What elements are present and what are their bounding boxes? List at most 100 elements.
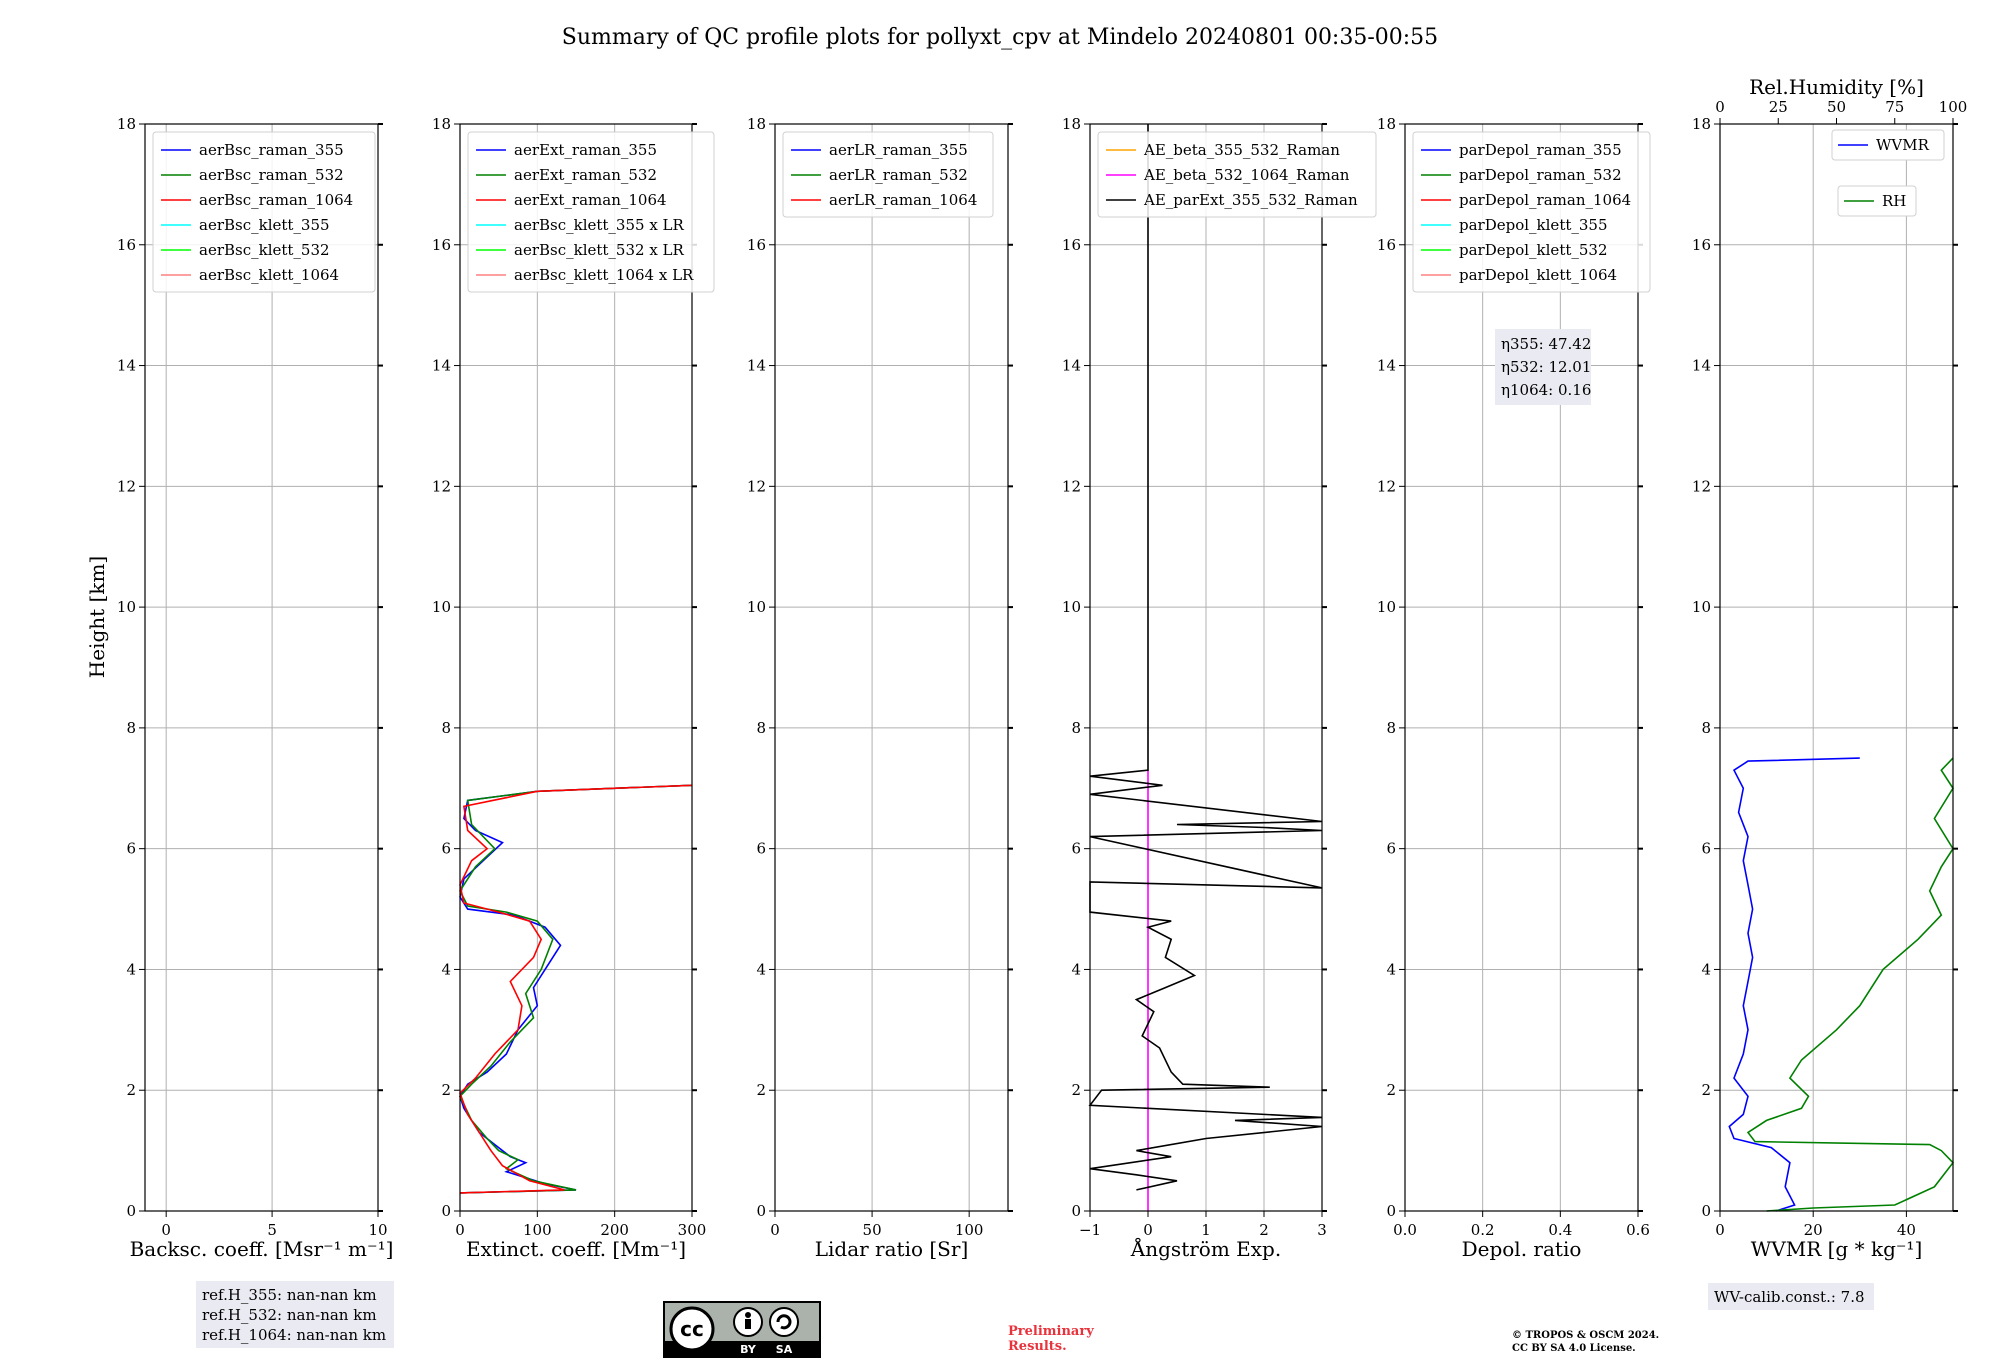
x-axis-label: Extinct. coeff. [Mm⁻¹] <box>466 1237 686 1261</box>
preliminary-label: Preliminary <box>1008 1324 1094 1339</box>
legend-label: aerLR_raman_532 <box>829 166 968 184</box>
y-tick-label: 18 <box>1692 115 1711 133</box>
legend-label: aerBsc_klett_1064 <box>199 266 339 284</box>
y-tick-label: 0 <box>1701 1202 1711 1220</box>
series-line-aerExt_raman_355 <box>459 784 693 1194</box>
legend: aerBsc_raman_355 aerBsc_raman_532 aerBsc_r… <box>152 131 376 293</box>
x-axis-label: Ångström Exp. <box>1130 1236 1281 1261</box>
legend-label: aerBsc_klett_532 <box>199 241 330 259</box>
legend-label: aerExt_raman_532 <box>514 166 657 184</box>
legend-label: parDepol_klett_355 <box>1459 216 1608 234</box>
y-tick-label: 10 <box>432 598 451 616</box>
top-tick-label: 100 <box>1939 98 1968 116</box>
y-tick-label: 0 <box>1071 1202 1081 1220</box>
y-tick-label: 4 <box>1701 960 1711 978</box>
figure-title: Summary of QC profile plots for pollyxt_… <box>562 25 1438 50</box>
legend-label: aerBsc_klett_532 x LR <box>514 241 685 259</box>
x-tick-label: 20 <box>1804 1221 1823 1239</box>
eta-annotation: η355: 47.42 η532: 12.01 η1064: 0.16 <box>1495 329 1591 405</box>
legend-label: parDepol_klett_1064 <box>1459 266 1617 284</box>
grid <box>1719 123 1953 1212</box>
y-tick-label: 0 <box>756 1202 766 1220</box>
series-line-RH <box>1746 757 1955 1212</box>
legend-label: aerExt_raman_355 <box>514 141 657 159</box>
legend-label: aerBsc_raman_532 <box>199 166 344 184</box>
y-tick-label: 4 <box>1071 960 1081 978</box>
sa-label: SA <box>776 1343 793 1356</box>
y-tick-label: 16 <box>747 236 766 254</box>
y-tick-label: 16 <box>432 236 451 254</box>
copyright-line: © TROPOS & OSCM 2024. <box>1512 1330 1659 1341</box>
y-tick-label: 12 <box>747 477 766 495</box>
y-tick-label: 2 <box>1386 1081 1396 1099</box>
y-tick-label: 10 <box>117 598 136 616</box>
x-tick-label: −1 <box>1079 1221 1101 1239</box>
y-tick-label: 16 <box>117 236 136 254</box>
axes-frame <box>1404 123 1639 1212</box>
y-tick-label: 2 <box>126 1081 136 1099</box>
y-tick-label: 14 <box>117 357 136 375</box>
y-tick-label: 12 <box>1062 477 1081 495</box>
y-tick-label: 8 <box>1701 719 1711 737</box>
legend: AE_beta_355_532_Raman AE_beta_532_1064_Ra… <box>1097 131 1377 218</box>
y-tick-label: 12 <box>117 477 136 495</box>
series-line-aerExt_raman_1064 <box>459 784 693 1194</box>
legend-label: WVMR <box>1876 136 1930 154</box>
legend-label: parDepol_raman_532 <box>1459 166 1622 184</box>
y-tick-label: 12 <box>1377 477 1396 495</box>
y-tick-label: 10 <box>1377 598 1396 616</box>
x-tick-label: 0 <box>161 1221 171 1239</box>
y-tick-label: 14 <box>747 357 766 375</box>
y-tick-label: 18 <box>1377 115 1396 133</box>
legend-label: parDepol_raman_1064 <box>1459 191 1631 209</box>
refh-532: ref.H_532: nan-nan km <box>202 1306 377 1324</box>
x-tick-label: 0.4 <box>1548 1221 1572 1239</box>
legend-label: aerBsc_klett_355 x LR <box>514 216 685 234</box>
y-tick-label: 0 <box>1386 1202 1396 1220</box>
y-tick-label: 8 <box>1386 719 1396 737</box>
y-tick-label: 6 <box>1701 840 1711 858</box>
axes-frame <box>774 123 1009 1212</box>
eta-line: η1064: 0.16 <box>1501 381 1591 399</box>
y-tick-label: 14 <box>1377 357 1396 375</box>
cc-icon-label: cc <box>680 1317 704 1341</box>
legend-label: AE_beta_355_532_Raman <box>1143 141 1340 159</box>
legend-label: aerBsc_raman_1064 <box>199 191 353 209</box>
top-tick-label: 50 <box>1827 98 1846 116</box>
y-tick-label: 6 <box>126 840 136 858</box>
legend-RH: RH <box>1837 185 1917 217</box>
legend-label: aerBsc_klett_355 <box>199 216 330 234</box>
x-tick-label: 0 <box>1715 1221 1725 1239</box>
y-tick-label: 14 <box>432 357 451 375</box>
y-tick-label: 6 <box>1386 840 1396 858</box>
x-axis-label: Depol. ratio <box>1462 1237 1582 1261</box>
eta-line: η532: 12.01 <box>1501 358 1591 376</box>
y-tick-label: 18 <box>432 115 451 133</box>
y-tick-label: 4 <box>756 960 766 978</box>
y-tick-label: 12 <box>432 477 451 495</box>
y-tick-label: 10 <box>1062 598 1081 616</box>
y-tick-label: 2 <box>441 1081 451 1099</box>
sa-share-icon <box>769 1307 799 1337</box>
legend-label: AE_beta_532_1064_Raman <box>1143 166 1350 184</box>
top-tick-label: 25 <box>1769 98 1788 116</box>
series-line-AE_parExt_355_532_Raman <box>1088 124 1323 1191</box>
axes-frame <box>459 123 693 1212</box>
legend-label: parDepol_raman_355 <box>1459 141 1622 159</box>
y-tick-label: 4 <box>1386 960 1396 978</box>
legend: aerLR_raman_355 aerLR_raman_532 aerLR_rama… <box>782 131 994 218</box>
wv-calib-box: WV-calib.const.: 7.8 <box>1708 1283 1874 1310</box>
y-tick-label: 2 <box>1071 1081 1081 1099</box>
y-tick-label: 4 <box>126 960 136 978</box>
legend-WVMR: WVMR <box>1831 129 1945 161</box>
x-tick-label: 0 <box>1143 1221 1153 1239</box>
x-tick-label: 50 <box>863 1221 882 1239</box>
legend-label: aerLR_raman_1064 <box>829 191 977 209</box>
top-axis-label: Rel.Humidity [%] <box>1749 75 1924 99</box>
x-tick-label: 300 <box>678 1221 707 1239</box>
